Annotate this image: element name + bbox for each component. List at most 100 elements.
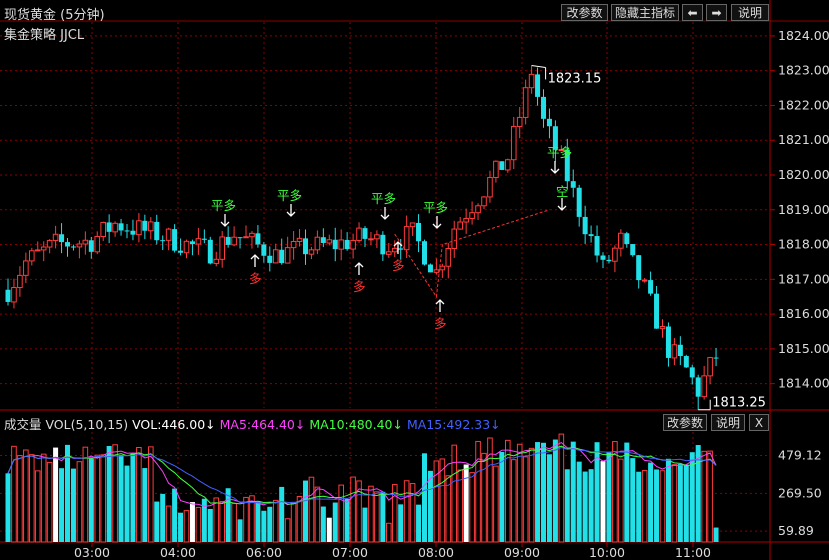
candle-body-up <box>505 159 511 171</box>
up-arrow-icon <box>393 241 403 254</box>
candle-body-down <box>683 356 689 368</box>
volume-tick-label: 59.89 <box>778 523 814 538</box>
candle-body-down <box>564 149 570 182</box>
up-arrow-icon <box>250 254 260 267</box>
candle-body-up <box>701 375 707 398</box>
volume-bar-down <box>172 488 178 542</box>
close-long-signal-label: 平多 <box>211 198 236 213</box>
help-button[interactable]: 说明 <box>731 4 769 21</box>
candle-body-up <box>34 249 41 252</box>
scroll-right-icon[interactable]: ➡ <box>706 4 727 21</box>
volume-bar-down <box>398 504 404 542</box>
volume-bar-up <box>368 485 374 543</box>
candle-body-up <box>510 125 517 161</box>
volume-bar-up <box>457 469 463 543</box>
candle-body-down <box>552 126 558 150</box>
volume-bar-down <box>695 445 701 542</box>
time-label: 03:00 <box>74 545 110 560</box>
candle-body-down <box>546 118 552 127</box>
volume-bar-up <box>219 500 225 543</box>
candle-body-down <box>588 234 594 237</box>
volume-bar-up <box>707 450 713 543</box>
volume-bar-up <box>481 452 487 543</box>
candle-body-up <box>469 212 475 219</box>
volume-bar-up <box>34 470 41 543</box>
volume-bar-down <box>362 507 368 542</box>
volume-params-button[interactable]: 改参数 <box>663 414 707 431</box>
candle-body-down <box>499 161 505 170</box>
scroll-left-icon[interactable]: ⬅ <box>682 4 703 21</box>
volume-bar-down <box>463 464 469 542</box>
hide-indicator-button[interactable]: 隐藏主指标 <box>611 4 679 21</box>
volume-bar-down <box>576 461 582 542</box>
candle-body-up <box>46 240 53 248</box>
candle-body-down <box>665 326 671 358</box>
down-arrow-icon <box>432 216 442 229</box>
candle-body-up <box>445 247 452 267</box>
price-tick-label: 1814.00 <box>778 376 829 391</box>
close-icon[interactable]: X <box>749 414 769 431</box>
price-tick-label: 1818.00 <box>778 237 829 252</box>
ma15-value: MA15:492.33↓ <box>406 417 501 432</box>
volume-bar-down <box>53 447 59 542</box>
volume-bar-up <box>701 450 707 543</box>
candle-body-up <box>558 149 565 152</box>
candle-body-down <box>70 246 76 248</box>
candle-body-up <box>522 87 529 118</box>
candle-body-down <box>576 187 582 217</box>
candle-body-up <box>493 160 499 179</box>
volume-bar-down <box>499 451 505 542</box>
candle-body-down <box>255 233 261 245</box>
volume-bar-down <box>255 500 261 542</box>
candle-body-up <box>213 258 220 264</box>
close-long-signal-label: 平多 <box>277 188 302 203</box>
volume-bar-down <box>648 462 654 542</box>
volume-bar-down <box>279 486 285 542</box>
volume-bar-down <box>552 439 558 542</box>
candle-body-down <box>88 240 94 252</box>
signal-trendline <box>394 209 550 299</box>
candle-body-up <box>231 236 237 246</box>
candle-body-down <box>582 216 588 235</box>
volume-bar-down <box>142 468 148 542</box>
volume-bar-down <box>630 458 636 542</box>
volume-bar-up <box>641 470 648 543</box>
volume-bar-down <box>225 488 231 542</box>
down-arrow-icon <box>286 204 296 217</box>
volume-bar-up <box>94 454 101 543</box>
candle-body-down <box>65 242 70 247</box>
candle-body-up <box>612 247 618 262</box>
volume-bar-up <box>136 447 142 543</box>
volume-bar-up <box>439 458 446 543</box>
buy-long-signal-label: 多 <box>434 316 447 331</box>
change-params-button[interactable]: 改参数 <box>561 4 608 21</box>
volume-bar-down <box>326 517 332 542</box>
volume-bar-up <box>356 480 362 543</box>
candle-body-up <box>136 220 142 236</box>
candle-body-down <box>303 238 308 255</box>
volume-help-button[interactable]: 说明 <box>711 414 745 431</box>
volume-bar-down <box>118 455 124 542</box>
candle-body-up <box>374 234 380 240</box>
volume-bar-down <box>594 442 600 542</box>
candle-body-up <box>409 222 416 228</box>
volume-bar-down <box>70 468 76 542</box>
candle-body-up <box>350 239 356 250</box>
candle-body-down <box>422 241 427 265</box>
down-arrow-icon <box>220 214 230 227</box>
volume-bar-up <box>308 476 315 543</box>
candle-body-up <box>618 232 624 249</box>
ma10-value: MA10:480.40↓ <box>309 417 403 432</box>
candle-body-down <box>570 181 576 188</box>
candle-body-up <box>243 236 249 239</box>
volume-bar-down <box>636 471 642 542</box>
volume-bar-up <box>17 455 23 543</box>
candle-body-down <box>261 244 267 256</box>
candle-body-up <box>148 221 154 232</box>
candle-body-up <box>52 233 59 242</box>
candle-body-up <box>439 265 446 271</box>
ma5-value: MA5:464.40↓ <box>219 417 306 432</box>
candle-body-down <box>695 377 701 397</box>
down-arrow-icon <box>550 161 560 174</box>
volume-bar-up <box>40 453 47 543</box>
